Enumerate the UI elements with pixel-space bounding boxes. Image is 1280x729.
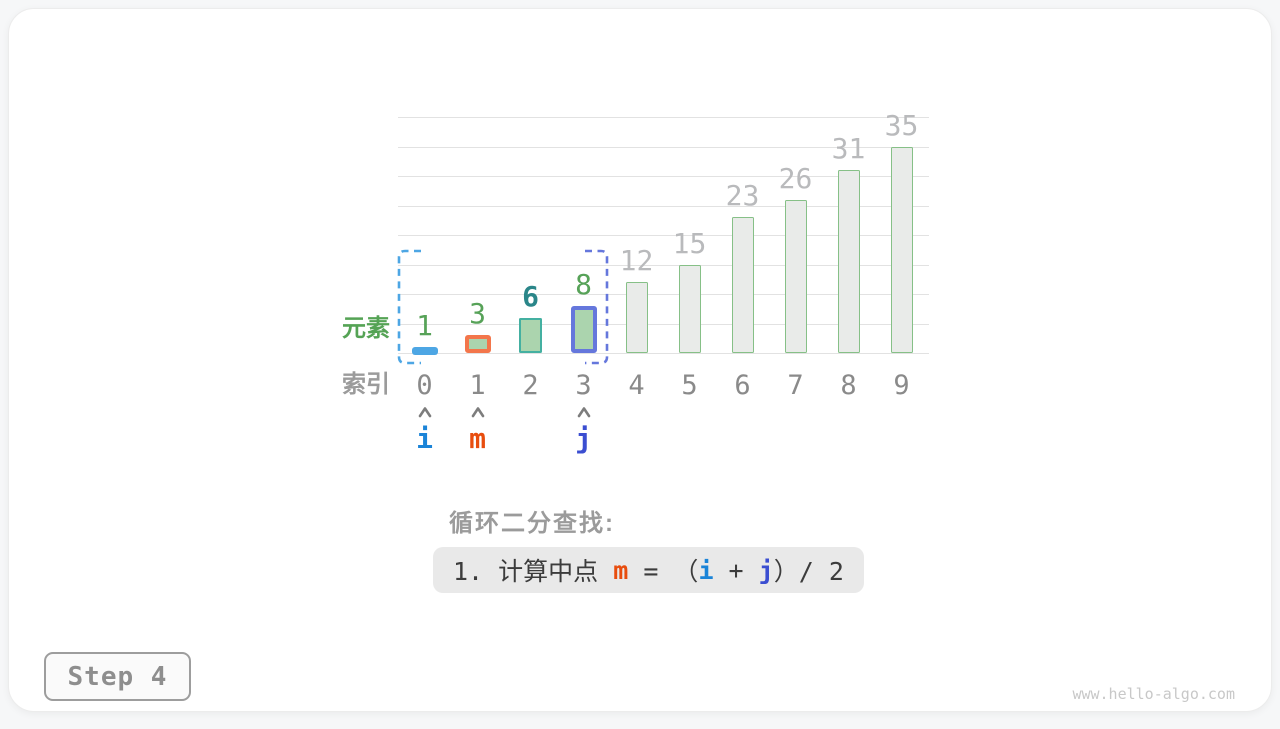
bar-6 <box>731 217 754 353</box>
caret-up-icon <box>471 407 484 418</box>
bar-0 <box>411 347 438 356</box>
formula-segment: ）/ 2 <box>773 557 844 586</box>
index-label: 7 <box>787 370 804 401</box>
left-range-bracket-icon <box>397 249 421 365</box>
formula-box: 1. 计算中点 m = （i + j ）/ 2 <box>433 547 864 593</box>
formula-segment: j <box>758 555 774 585</box>
gridline <box>398 176 929 177</box>
bar-1 <box>464 335 491 353</box>
formula-segment: 1. 计算中点 <box>453 557 614 586</box>
bar-3 <box>570 305 597 353</box>
bar-5 <box>678 264 701 353</box>
index-label: 8 <box>840 370 857 401</box>
y-axis-label: 元素 <box>342 315 390 342</box>
bar-value-label: 12 <box>619 244 654 278</box>
x-axis-label: 索引 <box>342 371 390 398</box>
gridline <box>398 264 929 266</box>
bar-7 <box>784 199 807 353</box>
bar-value-label: 1 <box>416 309 433 343</box>
bar-8 <box>837 170 860 353</box>
caption-title: 循环二分查找: <box>449 510 615 537</box>
bar-value-label: 35 <box>884 108 919 142</box>
step-badge: Step 4 <box>44 652 191 701</box>
bar-value-label: 15 <box>672 226 707 260</box>
index-label: 1 <box>469 370 486 401</box>
gridline <box>398 353 929 354</box>
bar-value-label: 26 <box>778 161 813 195</box>
bar-2 <box>519 317 542 353</box>
gridline <box>398 117 929 118</box>
index-label: 5 <box>681 370 698 401</box>
index-label: 6 <box>734 370 751 401</box>
pointer-label-j: j <box>575 422 592 455</box>
index-label: 2 <box>522 370 539 401</box>
index-label: 3 <box>575 370 592 401</box>
search-range-brackets <box>397 249 609 365</box>
gridline <box>398 146 929 148</box>
watermark: www.hello-algo.com <box>1072 685 1235 703</box>
index-label: 9 <box>893 370 910 401</box>
gridline <box>398 294 929 295</box>
formula-segment: + <box>713 555 759 585</box>
formula-segment: i <box>698 555 714 585</box>
bar-value-label: 31 <box>831 132 866 166</box>
caret-up-icon <box>418 407 431 418</box>
formula-segment: m <box>613 555 629 585</box>
bar-value-label: 3 <box>469 297 486 331</box>
gridline <box>398 323 929 325</box>
gridline <box>398 205 929 207</box>
index-label: 4 <box>628 370 645 401</box>
index-label: 0 <box>416 370 433 401</box>
bar-4 <box>625 282 648 353</box>
bar-value-label: 6 <box>522 279 539 313</box>
gridline <box>398 235 929 236</box>
bar-value-label: 23 <box>725 179 760 213</box>
bar-9 <box>890 146 913 353</box>
caret-up-icon <box>577 407 590 418</box>
pointer-label-i: i <box>416 422 433 455</box>
pointer-label-m: m <box>469 422 486 455</box>
formula-segment: = （ <box>628 557 699 586</box>
right-range-bracket-icon <box>585 249 609 365</box>
bar-value-label: 8 <box>575 267 592 301</box>
